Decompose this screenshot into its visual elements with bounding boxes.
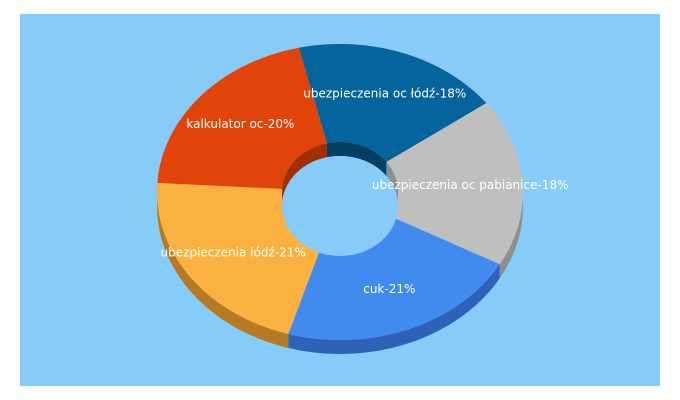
donut-slice-1[interactable] [386, 103, 523, 265]
donut-side-layer [157, 192, 523, 354]
slice-label-1: ubezpieczenia oc pabianice-18% [372, 178, 569, 192]
donut-inner-wall-4 [282, 143, 327, 203]
chart-panel: ubezpieczenia oc łódź-18% ubezpieczenia o… [20, 14, 660, 386]
donut-chart: ubezpieczenia oc łódź-18% ubezpieczenia o… [157, 44, 569, 354]
donut-hole [282, 156, 398, 256]
donut-hole-layer [282, 142, 398, 256]
donut-label-layer: ubezpieczenia oc łódź-18% ubezpieczenia o… [161, 86, 569, 296]
donut-side-1 [499, 192, 523, 279]
donut-slice-3[interactable] [157, 182, 324, 334]
donut-inner-wall-0 [326, 142, 387, 176]
donut-side-2 [288, 264, 500, 354]
slice-label-4: kalkulator oc-20% [186, 117, 294, 131]
donut-slice-4[interactable] [157, 47, 327, 189]
donut-side-3 [157, 192, 289, 348]
donut-inner-wall-1 [386, 161, 398, 206]
slice-label-3: ubezpieczenia łódź-21% [161, 245, 306, 259]
slice-label-2: cuk-21% [363, 282, 415, 296]
slice-label-0: ubezpieczenia oc łódź-18% [303, 86, 466, 100]
donut-slice-0[interactable] [298, 44, 487, 162]
donut-top-layer [157, 44, 523, 340]
